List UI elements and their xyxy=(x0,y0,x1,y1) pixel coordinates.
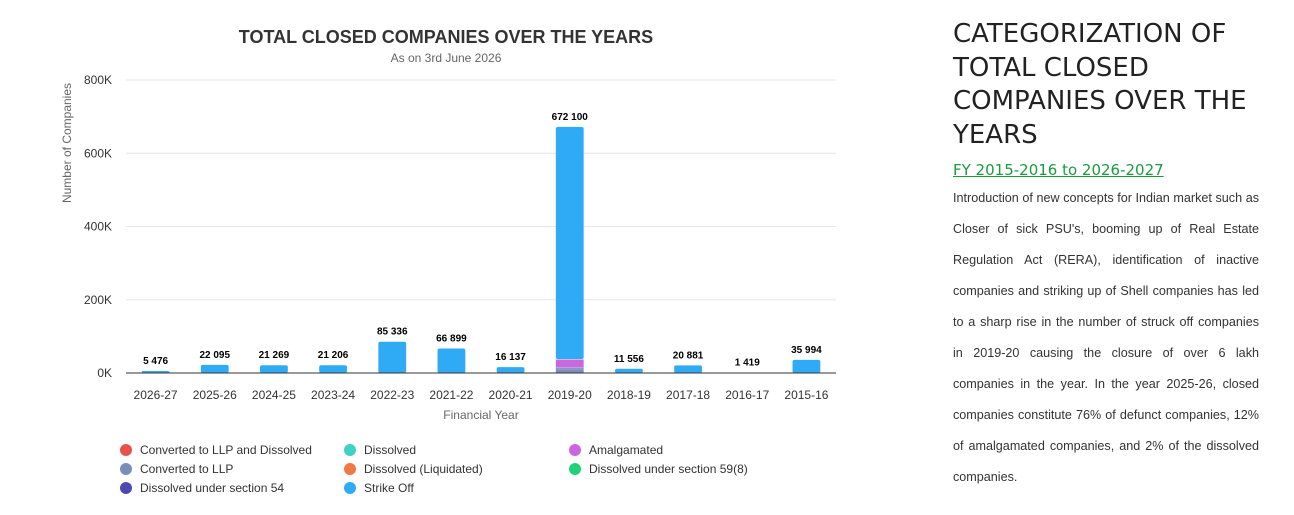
panel-heading: CATEGORIZATION OF TOTAL CLOSED COMPANIES… xyxy=(953,19,1247,150)
bar-segment[interactable] xyxy=(141,370,170,373)
grid-lines xyxy=(126,79,836,301)
legend-item[interactable]: Converted to LLP and Dissolved xyxy=(120,443,312,457)
data-label: 35 994 xyxy=(791,345,822,356)
chart-canvas: TOTAL CLOSED COMPANIES OVER THE YEARS As… xyxy=(60,27,836,495)
bars xyxy=(141,126,821,373)
data-label: 21 206 xyxy=(318,350,349,361)
bar-segment[interactable] xyxy=(378,341,407,373)
legend-item[interactable]: Dissolved under section 59(8) xyxy=(569,462,748,476)
bar-segment[interactable] xyxy=(555,367,584,369)
y-tick-label: 0K xyxy=(97,366,112,380)
y-tick-label: 200K xyxy=(84,293,112,307)
legend-label: Dissolved under section 59(8) xyxy=(589,462,748,476)
bar-segment[interactable] xyxy=(615,368,643,373)
legend-label: Converted to LLP and Dissolved xyxy=(140,443,312,457)
x-tick-label: 2020-21 xyxy=(489,388,533,402)
x-axis-title: Financial Year xyxy=(443,408,518,422)
panel-description: Introduction of new concepts for Indian … xyxy=(953,191,1259,484)
x-tick-label: 2026-27 xyxy=(134,388,178,402)
y-axis-ticks: 0K 200K 400K 600K 800K xyxy=(84,73,112,380)
legend-marker xyxy=(344,444,356,456)
legend-marker xyxy=(120,482,132,494)
data-label: 66 899 xyxy=(436,333,467,344)
legend-marker xyxy=(344,482,356,494)
data-labels: 5 476 22 095 21 269 21 206 85 336 66 899 16 13… xyxy=(143,112,822,369)
data-label: 20 881 xyxy=(673,350,704,361)
x-tick-label: 2022-23 xyxy=(370,388,414,402)
legend-label: Strike Off xyxy=(364,481,414,495)
bar-segment[interactable] xyxy=(437,348,466,373)
legend-marker xyxy=(344,463,356,475)
x-tick-label: 2024-25 xyxy=(252,388,296,402)
bar-segment[interactable] xyxy=(555,368,584,373)
y-tick-label: 600K xyxy=(84,146,112,160)
x-tick-label: 2018-19 xyxy=(607,388,651,402)
legend-label: Amalgamated xyxy=(589,443,663,457)
x-tick-label: 2015-16 xyxy=(784,388,828,402)
data-label: 1 419 xyxy=(735,357,760,368)
y-tick-label: 800K xyxy=(84,73,112,87)
bar-segment[interactable] xyxy=(260,365,288,373)
legend-item[interactable]: Dissolved xyxy=(344,443,416,457)
chart-subtitle: As on 3rd June 2026 xyxy=(391,51,502,65)
bar-segment[interactable] xyxy=(674,365,702,373)
data-label: 21 269 xyxy=(259,350,290,361)
legend-label: Dissolved under section 54 xyxy=(140,481,284,495)
x-tick-label: 2021-22 xyxy=(429,388,473,402)
x-axis-ticks: 2026-27 2025-26 2024-25 2023-24 2022-23 2021-… xyxy=(134,388,829,402)
legend-item[interactable]: Amalgamated xyxy=(569,443,663,457)
legend-marker xyxy=(120,463,132,475)
data-label: 16 137 xyxy=(495,352,526,363)
x-tick-label: 2016-17 xyxy=(725,388,769,402)
data-label: 11 556 xyxy=(614,354,644,365)
legend-item[interactable]: Converted to LLP xyxy=(120,462,233,476)
data-label: 5 476 xyxy=(143,356,168,367)
bar-segment[interactable] xyxy=(319,365,347,373)
data-label: 85 336 xyxy=(377,327,408,338)
legend-marker xyxy=(569,444,581,456)
legend-label: Converted to LLP xyxy=(140,462,233,476)
legend-marker xyxy=(120,444,132,456)
bar-segment[interactable] xyxy=(496,367,525,373)
fy-range-link[interactable]: FY 2015-2016 to 2026-2027 xyxy=(953,161,1164,179)
bar-segment[interactable] xyxy=(200,364,229,373)
legend-item[interactable]: Dissolved under section 54 xyxy=(120,481,284,495)
y-tick-label: 400K xyxy=(84,220,112,234)
y-axis-title: Number of Companies xyxy=(60,83,74,203)
data-label: 672 100 xyxy=(552,112,589,123)
legend-marker xyxy=(569,463,581,475)
x-tick-label: 2023-24 xyxy=(311,388,355,402)
legend: Converted to LLP and Dissolved Dissolved A… xyxy=(120,443,748,495)
x-tick-label: 2025-26 xyxy=(193,388,237,402)
closed-companies-chart: TOTAL CLOSED COMPANIES OVER THE YEARS As… xyxy=(60,27,836,495)
legend-label: Dissolved xyxy=(364,443,416,457)
legend-label: Dissolved (Liquidated) xyxy=(364,462,483,476)
data-label: 22 095 xyxy=(199,350,230,361)
legend-item[interactable]: Dissolved (Liquidated) xyxy=(344,462,483,476)
bar-segment[interactable] xyxy=(792,359,821,373)
categorization-panel: CATEGORIZATION OF TOTAL CLOSED COMPANIES… xyxy=(953,18,1259,493)
bar-segment[interactable] xyxy=(555,359,584,368)
legend-item[interactable]: Strike Off xyxy=(344,481,414,495)
bar-segment[interactable] xyxy=(555,126,584,360)
x-tick-label: 2019-20 xyxy=(548,388,592,402)
x-tick-label: 2017-18 xyxy=(666,388,710,402)
chart-title: TOTAL CLOSED COMPANIES OVER THE YEARS xyxy=(239,27,653,47)
